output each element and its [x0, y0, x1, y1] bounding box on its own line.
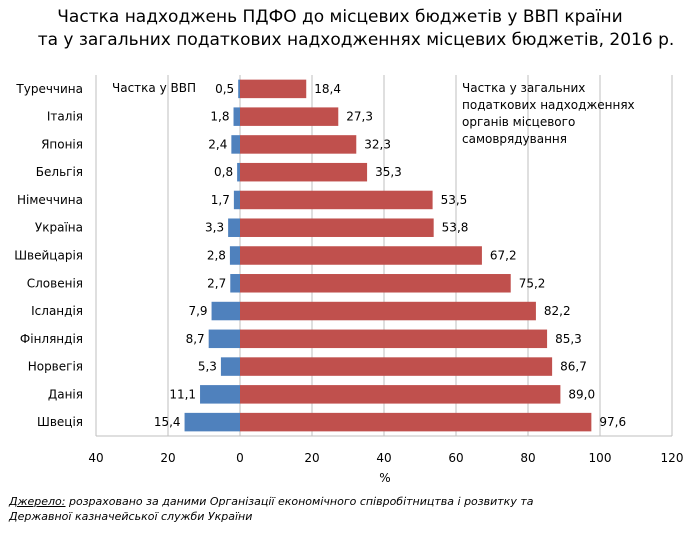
x-tick-label: 120: [661, 451, 684, 465]
chart-title-line-1: Частка надходжень ПДФО до місцевих бюдже…: [57, 7, 623, 27]
bar-gdp-share: [200, 385, 240, 404]
category-label: Фінляндія: [20, 332, 83, 346]
category-label: Італія: [47, 110, 83, 124]
data-label-gdp-share: 2,7: [207, 276, 226, 290]
category-label: Україна: [35, 221, 83, 235]
data-label-tax-share: 67,2: [490, 249, 517, 263]
data-label-tax-share: 53,5: [441, 193, 468, 207]
bar-tax-share: [240, 329, 548, 349]
data-label-tax-share: 18,4: [314, 82, 341, 96]
data-label-tax-share: 97,6: [599, 415, 626, 429]
x-tick-label: 20: [160, 451, 175, 465]
series-label-tax-share-line: податкових надходженнях: [462, 98, 635, 112]
bar-tax-share: [240, 135, 357, 154]
data-label-gdp-share: 2,8: [207, 249, 226, 263]
data-label-tax-share: 89,0: [568, 387, 595, 401]
bar-tax-share: [240, 107, 339, 126]
bar-gdp-share: [237, 162, 240, 182]
x-tick-label: 40: [376, 451, 391, 465]
category-label: Туреччина: [15, 82, 83, 96]
category-label: Німеччина: [17, 193, 83, 207]
data-label-gdp-share: 8,7: [186, 332, 205, 346]
source-note: Джерело: розраховано за даними Організац…: [9, 494, 533, 524]
bar-gdp-share: [231, 135, 240, 154]
data-label-tax-share: 32,3: [364, 137, 391, 151]
bar-tax-share: [240, 357, 553, 376]
bar-gdp-share: [238, 79, 240, 99]
category-label: Ісландія: [31, 304, 83, 318]
data-label-gdp-share: 0,8: [214, 165, 233, 179]
bar-tax-share: [240, 218, 434, 237]
data-label-gdp-share: 5,3: [198, 360, 217, 374]
data-label-gdp-share: 1,8: [210, 110, 229, 124]
series-label-gdp-share: Частка у ВВП: [112, 81, 196, 95]
x-tick-label: 40: [88, 451, 103, 465]
bar-tax-share: [240, 246, 482, 265]
bar-gdp-share: [184, 412, 240, 432]
bar-tax-share: [240, 274, 511, 293]
bar-gdp-share: [229, 246, 240, 265]
bar-tax-share: [240, 412, 592, 432]
source-text-line-2: Державної казначейської служби України: [9, 510, 253, 523]
bar-gdp-share: [220, 357, 240, 376]
category-label: Данія: [48, 387, 83, 401]
bar-gdp-share: [233, 190, 240, 210]
series-label-tax-share-line: Частка у загальних: [462, 81, 585, 95]
bar-tax-share: [240, 190, 433, 210]
bar-tax-share: [240, 162, 368, 182]
source-label: Джерело:: [9, 495, 66, 508]
category-label: Бельгія: [36, 165, 83, 179]
data-label-tax-share: 82,2: [544, 304, 571, 318]
data-label-tax-share: 85,3: [555, 332, 582, 346]
x-tick-label: 60: [448, 451, 463, 465]
data-label-gdp-share: 3,3: [205, 221, 224, 235]
bar-gdp-share: [233, 107, 240, 126]
chart-title-line-2: та у загальних податкових надходженнях м…: [37, 30, 675, 50]
bar-gdp-share: [208, 329, 240, 349]
data-label-tax-share: 86,7: [560, 360, 587, 374]
bar-tax-share: [240, 301, 536, 321]
data-label-tax-share: 53,8: [442, 221, 469, 235]
x-tick-label: 100: [589, 451, 612, 465]
data-label-gdp-share: 0,5: [215, 82, 234, 96]
x-tick-label: 0: [236, 451, 244, 465]
x-tick-label: 80: [520, 451, 535, 465]
bar-gdp-share: [228, 218, 240, 237]
category-label: Швейцарія: [14, 249, 83, 263]
data-label-gdp-share: 1,7: [211, 193, 230, 207]
data-label-gdp-share: 15,4: [154, 415, 181, 429]
bar-tax-share: [240, 79, 307, 99]
x-axis-label: %: [379, 471, 390, 485]
data-label-gdp-share: 7,9: [188, 304, 207, 318]
category-label: Швеція: [37, 415, 83, 429]
x-tick-label: 20: [304, 451, 319, 465]
data-label-tax-share: 75,2: [519, 276, 546, 290]
data-label-tax-share: 27,3: [346, 110, 373, 124]
data-label-gdp-share: 11,1: [169, 387, 196, 401]
bar-gdp-share: [230, 274, 240, 293]
series-label-tax-share-line: самоврядування: [462, 132, 567, 146]
category-label: Японія: [41, 137, 83, 151]
bar-gdp-share: [211, 301, 240, 321]
bar-tax-share: [240, 385, 561, 404]
data-label-tax-share: 35,3: [375, 165, 402, 179]
bar-chart: 40 20 0 20 40 60 80 100 120% Туреччина 0,5 18,4 Італ…: [14, 75, 684, 485]
data-label-gdp-share: 2,4: [208, 137, 227, 151]
series-label-tax-share-line: органів місцевого: [462, 115, 575, 129]
category-label: Норвегія: [28, 360, 83, 374]
source-text-line-1: розраховано за даними Організації економ…: [65, 495, 534, 508]
category-label: Словенія: [27, 276, 83, 290]
